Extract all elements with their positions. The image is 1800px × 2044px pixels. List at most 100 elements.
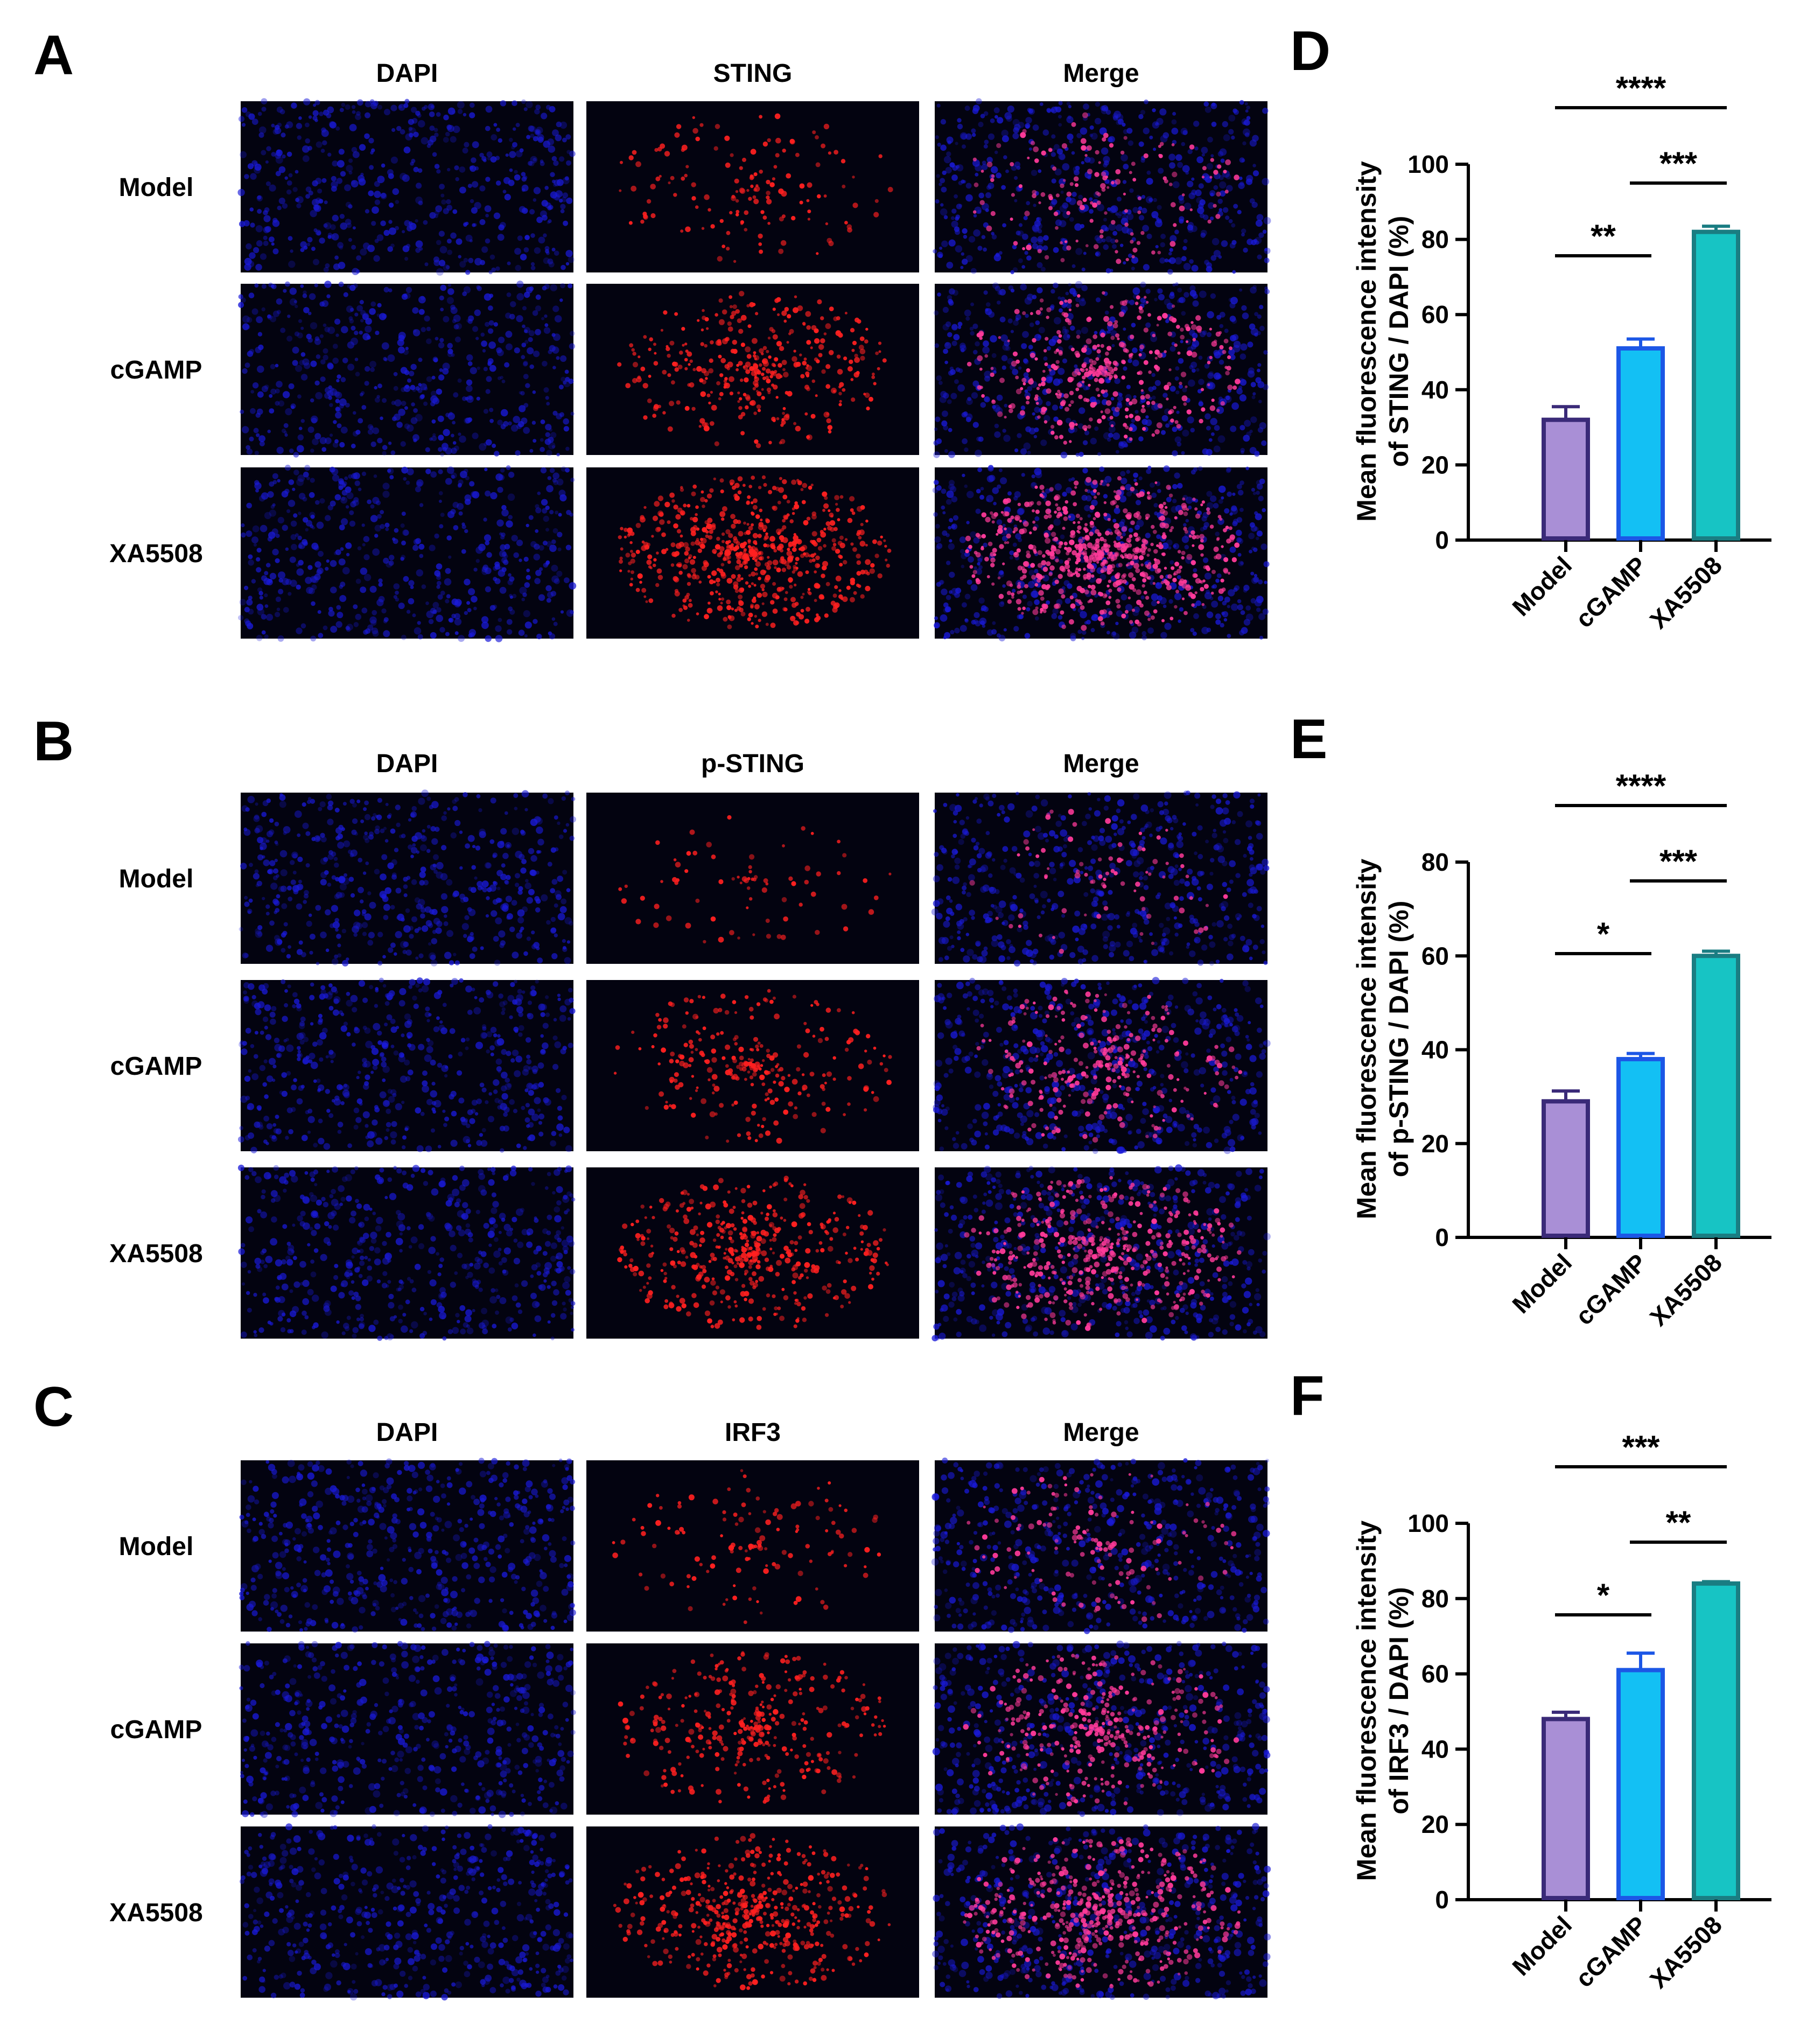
bar-xa5508 <box>1692 229 1740 541</box>
y-axis-label-line: of STING / DAPI (%) <box>1384 216 1414 467</box>
y-tick-label: 20 <box>1421 451 1449 479</box>
significance-label: **** <box>1616 768 1666 804</box>
micrograph-image <box>932 465 1270 642</box>
micrograph-image <box>933 977 1271 1154</box>
panel-letter: E <box>1290 708 1327 771</box>
column-header: STING <box>713 59 793 88</box>
micrograph-image <box>586 101 919 272</box>
column-header: IRF3 <box>725 1418 781 1447</box>
column-header: DAPI <box>376 1418 438 1447</box>
row-label: XA5508 <box>109 1899 202 1927</box>
row-label: cGAMP <box>110 356 202 384</box>
bar-model <box>1542 417 1590 541</box>
significance-label: ** <box>1591 218 1616 254</box>
micrograph-image <box>586 793 919 964</box>
micrograph-panel-A: A DAPI STING Merge Model cGAMP XA5508 <box>33 24 1271 642</box>
y-tick-label: 40 <box>1421 376 1449 404</box>
y-axis-label: Mean fluorescence intensity of IRF3 / DAP… <box>1351 1520 1414 1881</box>
y-tick-label: 0 <box>1435 1223 1449 1251</box>
y-axis-label-line: Mean fluorescence intensity <box>1351 1520 1382 1881</box>
significance-label: *** <box>1659 145 1698 181</box>
bar-cgamp <box>1616 1056 1665 1238</box>
micrograph-image <box>238 281 576 458</box>
x-category-label: Model <box>1507 551 1577 621</box>
y-axis-label: Mean fluorescence intensity of STING / DA… <box>1351 161 1414 522</box>
micrograph-image <box>237 1164 576 1341</box>
micrograph-image <box>932 1640 1271 1817</box>
row-label: XA5508 <box>109 540 202 568</box>
column-header: DAPI <box>376 59 438 88</box>
micrograph-image <box>931 1457 1270 1634</box>
y-tick-label: 80 <box>1421 848 1449 876</box>
significance-label: *** <box>1622 1429 1660 1465</box>
y-axis-label-line: of IRF3 / DAPI (%) <box>1384 1587 1414 1814</box>
bar-cgamp <box>1616 346 1665 541</box>
x-category-label: cGAMP <box>1570 1910 1652 1992</box>
y-tick-label: 0 <box>1435 526 1449 554</box>
y-axis-label: Mean fluorescence intensity of p-STING / … <box>1351 858 1414 1219</box>
x-category-label: Model <box>1507 1248 1577 1319</box>
y-axis-label-line: Mean fluorescence intensity <box>1351 858 1382 1219</box>
micrograph-image <box>933 98 1271 275</box>
column-header: Merge <box>1063 59 1139 88</box>
y-tick-label: 20 <box>1421 1130 1449 1158</box>
row-label: XA5508 <box>109 1240 202 1268</box>
panel-letter: B <box>33 710 74 773</box>
y-tick-label: 60 <box>1421 942 1449 970</box>
y-tick-label: 100 <box>1407 150 1449 178</box>
x-category-label: XA5508 <box>1644 1910 1727 1993</box>
bar-xa5508 <box>1692 1581 1740 1901</box>
micrograph-image <box>586 1167 919 1339</box>
significance-label: * <box>1597 1577 1610 1613</box>
panel-letter: C <box>33 1376 74 1438</box>
bar-model <box>1542 1717 1590 1900</box>
x-category-label: XA5508 <box>1644 1248 1727 1331</box>
x-category-label: Model <box>1507 1910 1577 1981</box>
significance-label: * <box>1597 916 1610 952</box>
column-header: Merge <box>1063 1418 1139 1447</box>
bar-cgamp <box>1616 1668 1665 1901</box>
micrograph-image <box>586 1460 919 1632</box>
micrograph-image <box>586 1643 919 1815</box>
micrograph-image <box>237 98 576 276</box>
row-label: Model <box>119 173 194 202</box>
x-category-label: XA5508 <box>1644 551 1727 634</box>
micrograph-image <box>239 1458 576 1633</box>
y-tick-label: 80 <box>1421 1585 1449 1613</box>
y-tick-label: 60 <box>1421 300 1449 328</box>
micrograph-image <box>931 790 1270 967</box>
micrograph-image <box>586 980 919 1151</box>
y-axis-label-line: Mean fluorescence intensity <box>1351 161 1382 522</box>
micrograph-image <box>931 1164 1271 1342</box>
y-tick-label: 40 <box>1421 1036 1449 1064</box>
x-category-label: cGAMP <box>1570 1248 1652 1330</box>
micrograph-image <box>238 465 577 642</box>
micrograph-panel-B: B DAPI p-STING Merge Model cGAMP XA5508 <box>33 710 1271 1342</box>
micrograph-image <box>586 284 919 455</box>
row-label: cGAMP <box>110 1716 202 1744</box>
x-category-label: cGAMP <box>1570 551 1652 633</box>
micrograph-image <box>933 281 1270 459</box>
y-tick-label: 0 <box>1435 1886 1449 1914</box>
micrograph-image <box>239 1823 574 2001</box>
y-tick-label: 80 <box>1421 226 1449 254</box>
bar-model <box>1542 1099 1590 1238</box>
micrograph-image <box>239 789 576 967</box>
column-header: p-STING <box>701 750 804 778</box>
row-label: Model <box>119 1532 194 1561</box>
y-tick-label: 40 <box>1421 1735 1449 1763</box>
row-label: Model <box>119 865 194 893</box>
panel-letter: F <box>1290 1365 1325 1427</box>
y-tick-label: 60 <box>1421 1660 1449 1688</box>
micrograph-image <box>238 977 576 1153</box>
bar-xa5508 <box>1692 954 1740 1238</box>
row-label: cGAMP <box>110 1052 202 1081</box>
significance-label: *** <box>1659 843 1698 879</box>
column-header: Merge <box>1063 750 1139 778</box>
panel-letter: D <box>1290 20 1330 82</box>
micrograph-image <box>586 1826 919 1998</box>
